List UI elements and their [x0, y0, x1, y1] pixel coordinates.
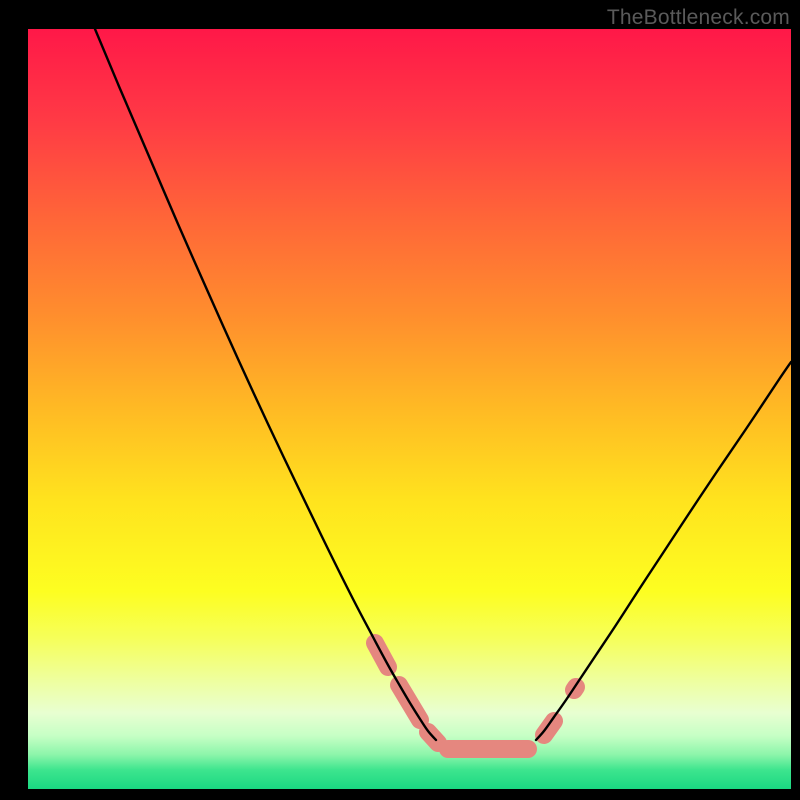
curve-layer: [28, 29, 791, 789]
watermark-label: TheBottleneck.com: [607, 6, 790, 30]
curve-left: [95, 29, 436, 740]
chart-frame: TheBottleneck.com: [0, 0, 800, 800]
plot-area: [28, 29, 791, 789]
